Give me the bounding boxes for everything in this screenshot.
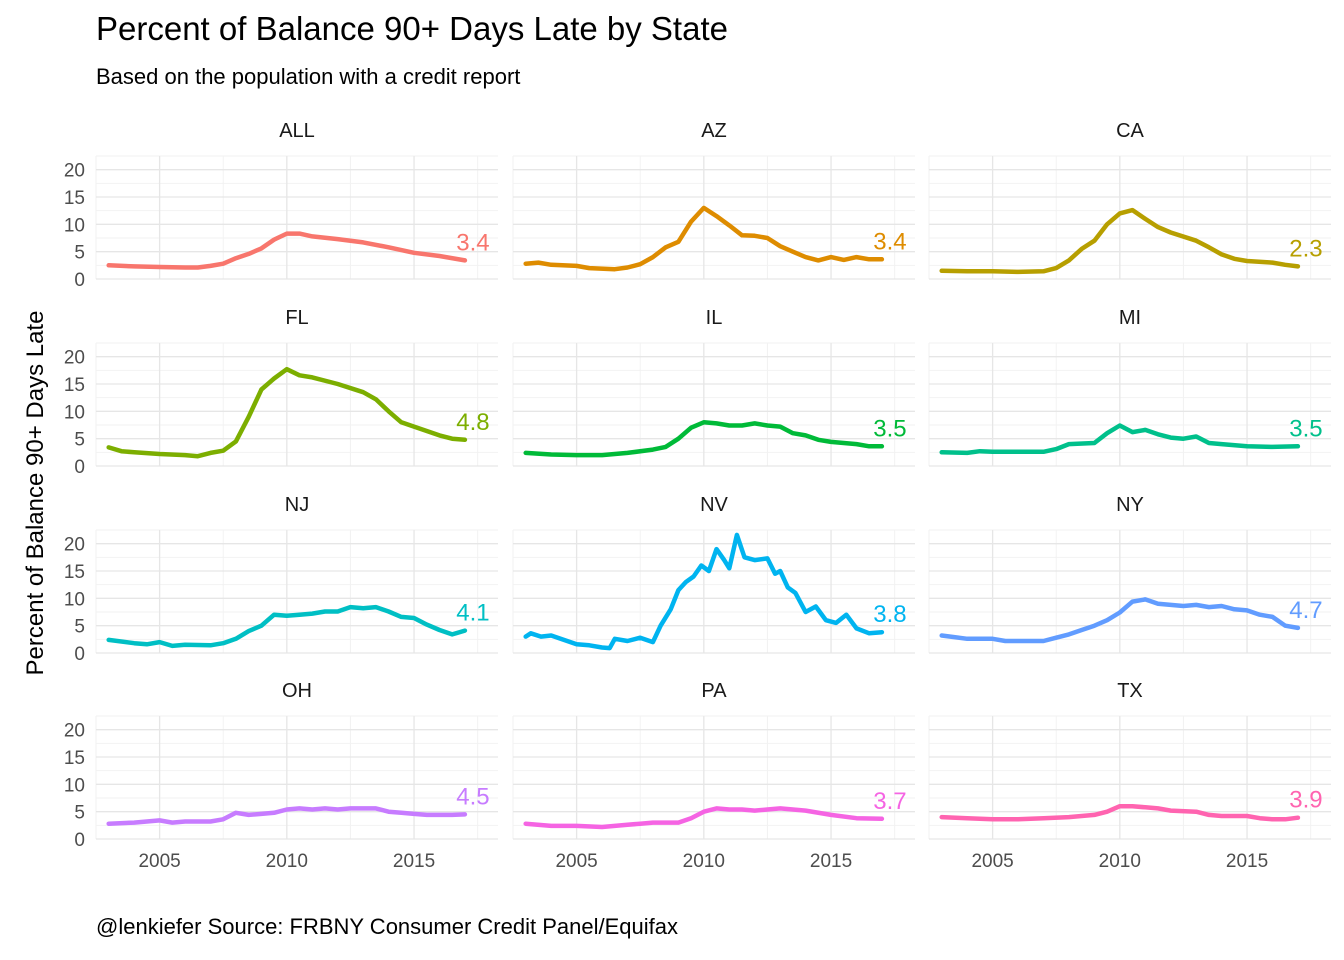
x-tick-label: 2010: [266, 851, 308, 872]
y-tick-label: 15: [64, 562, 85, 583]
end-value-label-az: 3.4: [873, 228, 906, 255]
end-value-label-pa: 3.7: [873, 788, 906, 815]
series-line-tx: [939, 803, 1301, 822]
panel-all: ALL 0 5 10 15 20 3.4: [64, 120, 498, 291]
facet-label-tx: TX: [1117, 680, 1143, 702]
panel-fl: FL 0 5 10 15 20 4.8: [64, 307, 498, 478]
y-tick-label: 5: [74, 243, 85, 264]
chart-title: Percent of Balance 90+ Days Late by Stat…: [96, 10, 728, 47]
y-tick-label: 5: [74, 430, 85, 451]
series-line-mi: [939, 423, 1301, 456]
x-tick-label: 2015: [810, 851, 852, 872]
chart-subtitle: Based on the population with a credit re…: [96, 64, 521, 89]
panel-ny: NY 4.7: [928, 494, 1331, 654]
series-line-pa: [523, 806, 885, 830]
series-line-il: [523, 420, 885, 458]
end-value-label-nj: 4.1: [456, 600, 489, 627]
series-line-fl: [106, 366, 468, 459]
end-value-label-il: 3.5: [873, 415, 906, 442]
series-line-nv: [523, 532, 885, 651]
facet-label-pa: PA: [701, 680, 727, 702]
y-tick-label: 0: [74, 457, 85, 478]
chart-caption: @lenkiefer Source: FRBNY Consumer Credit…: [96, 914, 678, 939]
y-tick-label: 0: [74, 644, 85, 665]
panel-il: IL 3.5: [512, 307, 915, 467]
end-value-label-oh: 4.5: [456, 783, 489, 810]
panel-tx: TX 2005 2010 2015 3.9: [928, 680, 1331, 872]
x-tick-label: 2015: [393, 851, 435, 872]
y-tick-label: 0: [74, 830, 85, 851]
y-tick-label: 10: [64, 402, 85, 423]
end-value-label-nv: 3.8: [873, 601, 906, 628]
y-tick-label: 20: [64, 721, 85, 742]
y-tick-label: 5: [74, 803, 85, 824]
end-value-label-ny: 4.7: [1289, 597, 1322, 624]
facet-label-mi: MI: [1119, 307, 1141, 329]
x-tick-label: 2005: [138, 851, 180, 872]
y-tick-label: 20: [64, 348, 85, 369]
facet-label-fl: FL: [285, 307, 308, 329]
y-tick-label: 5: [74, 617, 85, 638]
panel-mi: MI 3.5: [928, 307, 1331, 467]
x-tick-label: 2015: [1226, 851, 1268, 872]
series-line-az: [523, 205, 885, 272]
panel-nj: NJ 0 5 10 15 20 4.1: [64, 494, 498, 665]
y-tick-label: 15: [64, 748, 85, 769]
end-value-label-tx: 3.9: [1289, 787, 1322, 814]
panel-oh: OH 0 5 10 15 20 2005 2010 2015 4.5: [64, 680, 498, 872]
facet-label-all: ALL: [279, 120, 315, 142]
y-tick-label: 20: [64, 161, 85, 182]
series-line-ca: [939, 207, 1301, 275]
facet-label-il: IL: [706, 307, 723, 329]
end-value-label-fl: 4.8: [456, 409, 489, 436]
y-tick-label: 15: [64, 375, 85, 396]
y-axis-label: Percent of Balance 90+ Days Late: [22, 311, 49, 676]
series-line-oh: [106, 806, 468, 826]
y-tick-label: 0: [74, 270, 85, 291]
facet-label-ny: NY: [1116, 494, 1144, 516]
y-tick-label: 15: [64, 188, 85, 209]
y-tick-label: 10: [64, 215, 85, 236]
panel-az: AZ 3.4: [512, 120, 915, 280]
end-value-label-all: 3.4: [456, 229, 489, 256]
facet-label-nj: NJ: [285, 494, 309, 516]
facet-label-oh: OH: [282, 680, 312, 702]
y-tick-label: 10: [64, 775, 85, 796]
x-tick-label: 2005: [971, 851, 1013, 872]
facet-label-nv: NV: [700, 494, 728, 516]
facet-label-az: AZ: [701, 120, 727, 142]
series-line-nj: [106, 604, 468, 649]
panel-ca: CA 2.3: [928, 120, 1331, 280]
facet-label-ca: CA: [1116, 120, 1144, 142]
panel-nv: NV 3.8: [512, 494, 915, 654]
x-tick-label: 2005: [555, 851, 597, 872]
end-value-label-ca: 2.3: [1289, 235, 1322, 262]
x-tick-label: 2010: [683, 851, 725, 872]
series-line-all: [106, 231, 468, 270]
series-line-ny: [939, 597, 1301, 644]
panel-pa: PA 2005 2010 2015 3.7: [512, 680, 915, 872]
y-tick-label: 10: [64, 589, 85, 610]
y-tick-label: 20: [64, 535, 85, 556]
x-tick-label: 2010: [1099, 851, 1141, 872]
end-value-label-mi: 3.5: [1289, 415, 1322, 442]
